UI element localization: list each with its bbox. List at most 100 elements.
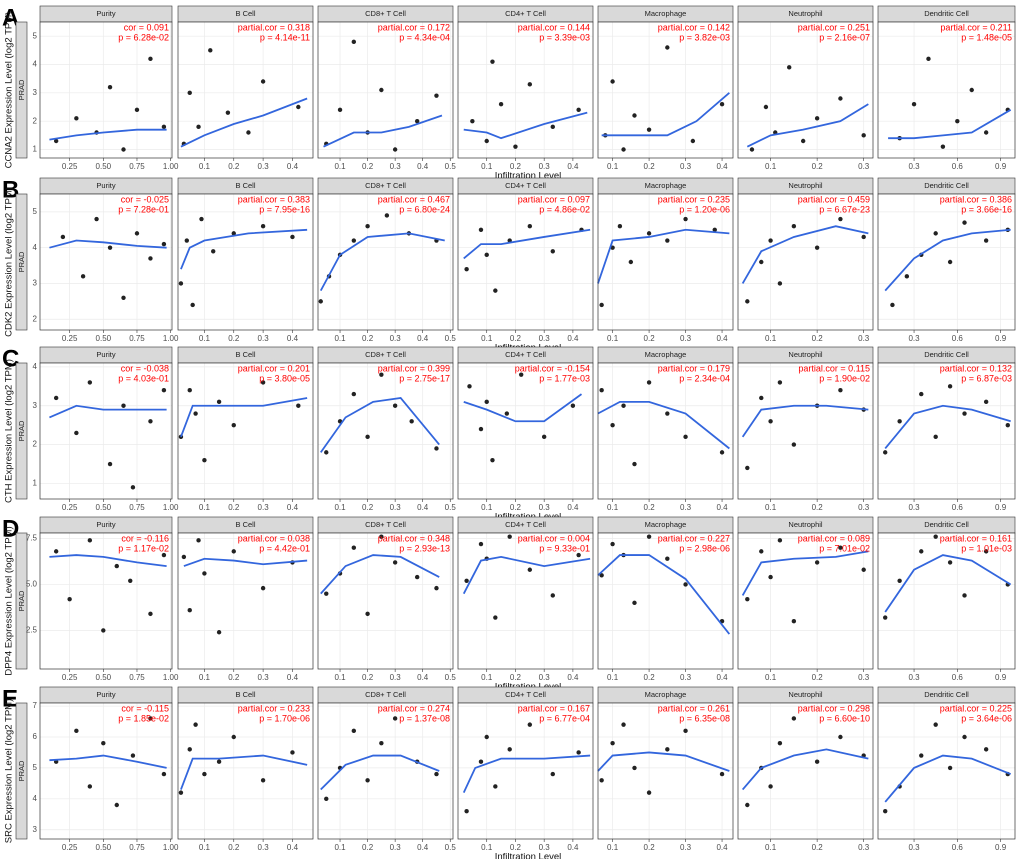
- point: [260, 778, 266, 783]
- point: [745, 465, 750, 471]
- panel-strip-label: CD4+ T Cell: [505, 9, 546, 18]
- x-tick-label: 1.00: [163, 162, 179, 171]
- x-tick-label: 0.4: [567, 334, 579, 343]
- point: [161, 388, 167, 393]
- point: [610, 79, 615, 84]
- panel-strip-label: Dendritic Cell: [924, 181, 969, 190]
- point: [507, 747, 512, 752]
- point: [610, 541, 615, 547]
- fit-line: [597, 228, 730, 284]
- panel-bg: [178, 533, 313, 669]
- point: [814, 759, 820, 764]
- cor-label: partial.cor = 0.201: [238, 363, 310, 373]
- point: [768, 238, 773, 243]
- panel-strip-label: CD8+ T Cell: [365, 690, 406, 699]
- point: [351, 545, 357, 550]
- x-tick-label: 0.1: [334, 843, 346, 852]
- panel-strip-label: CD8+ T Cell: [365, 350, 406, 359]
- point: [493, 615, 498, 620]
- panel-border: [177, 362, 314, 500]
- point: [955, 118, 960, 124]
- x-tick-label: 0.1: [199, 503, 211, 512]
- point: [768, 574, 773, 580]
- panel-border: [877, 21, 1016, 159]
- panel-bg: [738, 194, 873, 330]
- panel-border: [317, 702, 454, 840]
- panel-border: [39, 193, 173, 331]
- cor-label: partial.cor = 0.144: [518, 22, 590, 32]
- point: [610, 422, 615, 428]
- point: [187, 747, 192, 752]
- fit-line: [319, 232, 445, 292]
- panel-bg: [40, 194, 172, 330]
- point: [60, 234, 66, 240]
- point: [646, 534, 652, 539]
- panel-strip-label: CD4+ T Cell: [505, 350, 546, 359]
- point: [759, 395, 764, 401]
- x-tick-label: 0.50: [96, 162, 112, 171]
- point: [379, 534, 384, 539]
- point: [962, 734, 967, 740]
- point: [134, 107, 140, 113]
- y-tick-label: 5: [33, 31, 38, 40]
- panel-border: [317, 193, 454, 331]
- panel-border: [877, 193, 1016, 331]
- x-tick-label: 0.2: [812, 334, 824, 343]
- point: [478, 759, 484, 764]
- point: [576, 750, 581, 755]
- panel-bg: [598, 363, 733, 499]
- panel-strip-label: CD8+ T Cell: [365, 9, 406, 18]
- point: [202, 771, 207, 777]
- fit-line: [888, 109, 1012, 140]
- point: [527, 224, 533, 229]
- cor-label: partial.cor = 0.261: [658, 703, 730, 713]
- x-tick-label: 0.3: [390, 503, 402, 512]
- point: [983, 130, 989, 135]
- x-tick-label: 0.2: [812, 673, 824, 682]
- x-tick-label: 0.2: [510, 843, 522, 852]
- point: [683, 582, 688, 587]
- panel-bg: [178, 194, 313, 330]
- panel-strip-label: CD4+ T Cell: [505, 181, 546, 190]
- x-tick-label: 0.50: [96, 503, 112, 512]
- point: [719, 771, 725, 777]
- point: [621, 147, 626, 152]
- point: [719, 450, 725, 455]
- point: [745, 596, 750, 602]
- panel-strip-label: CD8+ T Cell: [365, 520, 406, 529]
- point: [190, 302, 195, 308]
- x-tick-label: 0.3: [908, 503, 920, 512]
- point: [202, 571, 207, 576]
- row-strip-label: PRAD: [17, 590, 26, 611]
- x-tick-label: 0.25: [62, 334, 78, 343]
- y-tick-label: 6: [33, 732, 38, 741]
- x-tick-label: 0.1: [765, 503, 777, 512]
- x-tick-label: 0.2: [644, 673, 656, 682]
- point: [646, 380, 652, 385]
- x-tick-label: 0.2: [510, 503, 522, 512]
- p-label: p = 2.34e-04: [679, 373, 730, 383]
- point: [351, 39, 357, 45]
- panel-bg: [878, 533, 1015, 669]
- x-tick-label: 0.75: [129, 334, 145, 343]
- p-label: p = 3.64e-06: [961, 713, 1012, 723]
- panel-letter: C: [2, 345, 19, 372]
- fit-line: [463, 111, 588, 140]
- panel-strip-label: Neutrophil: [788, 181, 823, 190]
- point: [527, 722, 533, 727]
- panel-border: [597, 702, 734, 840]
- point: [107, 461, 113, 467]
- point: [962, 411, 967, 416]
- panel-strip-label: B Cell: [235, 690, 255, 699]
- p-label: p = 7.95e-16: [259, 204, 310, 214]
- x-tick-label: 0.75: [129, 673, 145, 682]
- x-tick-label: 0.5: [445, 162, 457, 171]
- x-tick-label: 0.25: [62, 503, 78, 512]
- panel-border: [457, 362, 594, 500]
- x-tick-label: 0.3: [908, 673, 920, 682]
- x-tick-label: 0.4: [417, 334, 429, 343]
- y-tick-label: 2.5: [26, 626, 38, 635]
- point: [161, 552, 167, 558]
- x-tick-label: 0.1: [334, 673, 346, 682]
